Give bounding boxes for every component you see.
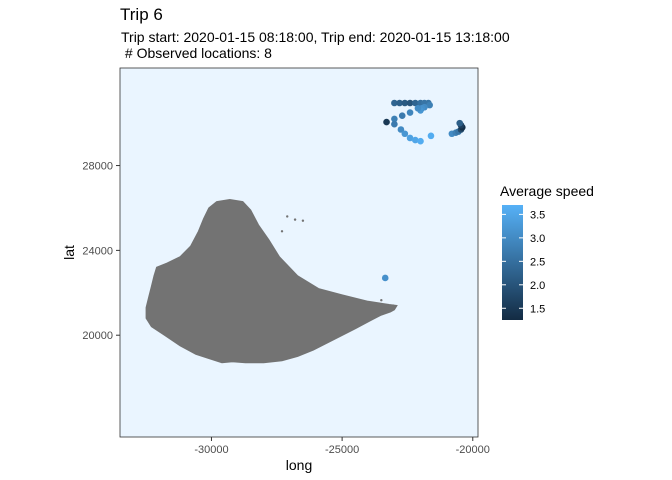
- legend-tick-label: 1.5: [530, 303, 545, 315]
- legend-title: Average speed: [500, 183, 594, 199]
- plot-panel: [119, 67, 479, 438]
- islet: [286, 215, 289, 218]
- data-point: [391, 120, 398, 128]
- data-point: [426, 101, 433, 109]
- islet: [380, 299, 383, 302]
- islet: [301, 219, 305, 222]
- x-tick-label: -30000: [194, 444, 228, 456]
- legend-tick-label: 2.5: [530, 256, 545, 268]
- plot-subtitle-line-2: # Observed locations: 8: [121, 45, 272, 61]
- data-point: [406, 134, 414, 142]
- data-point: [397, 126, 405, 133]
- y-tick-label: 24000: [82, 245, 113, 257]
- x-tick-label: -25000: [325, 444, 359, 456]
- plot-title: Trip 6: [120, 5, 163, 24]
- x-axis-title: long: [286, 457, 312, 473]
- data-point: [406, 99, 414, 107]
- islet: [280, 230, 284, 233]
- x-tick-label: -20000: [456, 444, 490, 456]
- data-point: [398, 112, 406, 120]
- plot-subtitle-line-1: Trip start: 2020-01-15 08:18:00, Trip en…: [121, 29, 510, 45]
- legend-colorbar: [502, 205, 523, 320]
- y-tick-label: 28000: [82, 161, 113, 173]
- data-point: [414, 104, 422, 112]
- data-point: [401, 99, 409, 107]
- data-point: [391, 115, 398, 123]
- y-tick-label: 20000: [82, 330, 113, 342]
- y-axis-title: lat: [61, 245, 77, 260]
- islet: [293, 218, 297, 221]
- islet: [391, 304, 395, 307]
- data-point: [411, 136, 419, 144]
- data-point: [456, 119, 464, 127]
- legend-tick-label: 3.0: [530, 233, 545, 245]
- data-point: [411, 99, 419, 107]
- land-mass: [145, 198, 398, 364]
- data-point: [383, 118, 390, 126]
- legend-tick-label: 2.0: [530, 280, 545, 292]
- data-point: [427, 132, 435, 140]
- data-point: [417, 137, 424, 145]
- data-point: [406, 109, 414, 116]
- legend-tick-label: 3.5: [530, 209, 545, 221]
- data-point: [391, 99, 398, 107]
- data-point: [401, 130, 409, 138]
- data-point: [396, 99, 403, 107]
- data-point: [381, 274, 389, 282]
